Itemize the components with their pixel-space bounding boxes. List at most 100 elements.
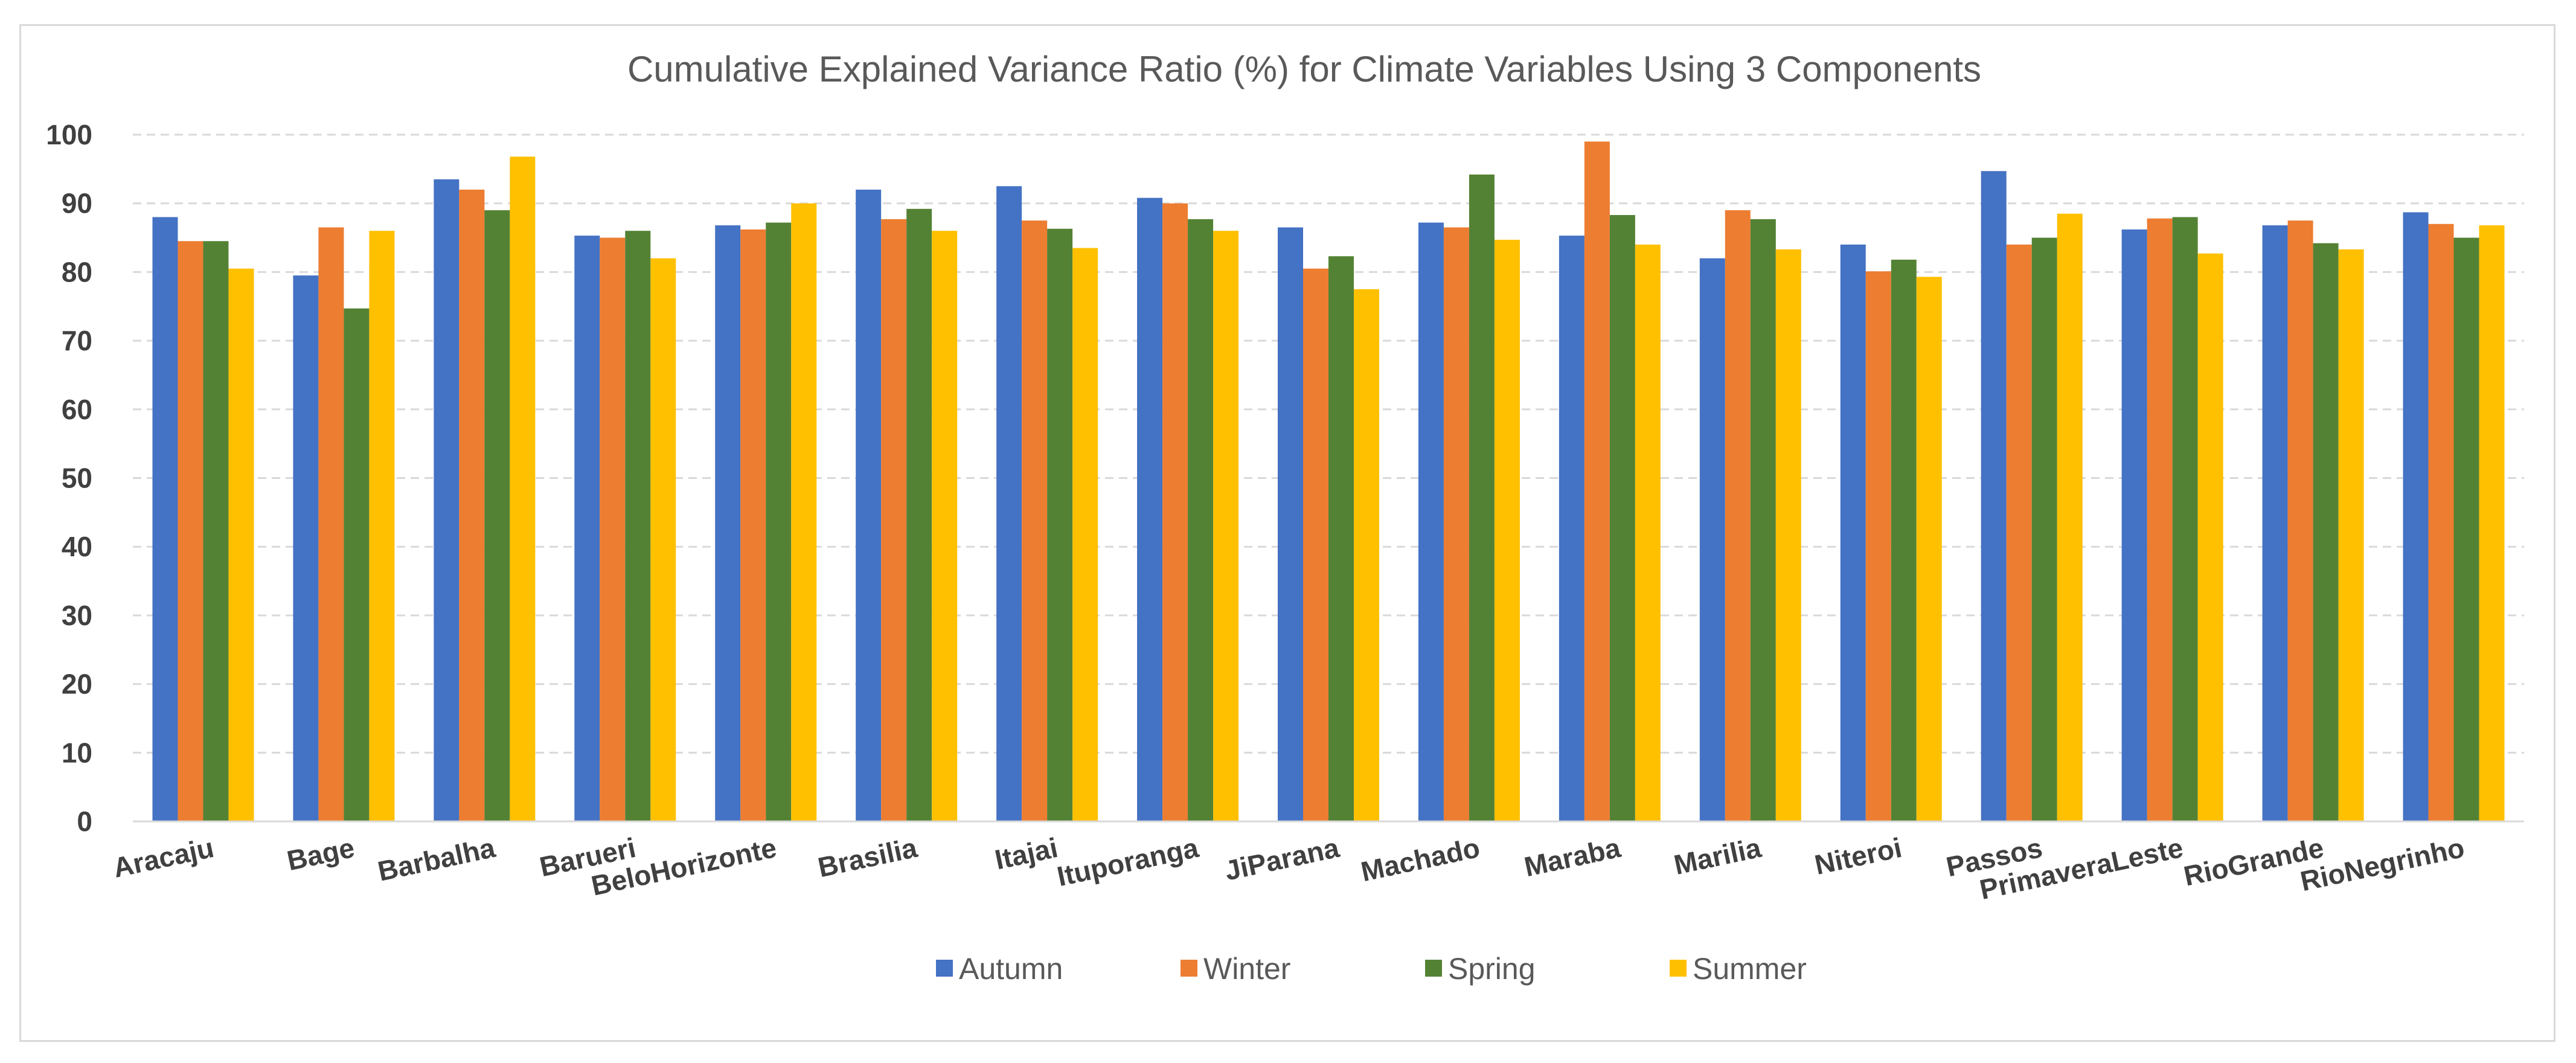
- y-tick-label: 10: [62, 737, 92, 768]
- bar-summer-passos: [2057, 213, 2083, 821]
- bar-winter-belohorizonte: [740, 229, 766, 821]
- bar-summer-jiparana: [1354, 289, 1379, 821]
- bar-spring-marilia: [1750, 219, 1776, 821]
- bar-winter-ituporanga: [1162, 203, 1188, 821]
- legend-swatch: [1425, 960, 1442, 977]
- chart-container: Cumulative Explained Variance Ratio (%) …: [19, 24, 2555, 1042]
- x-tick-label: Aracaju: [111, 832, 217, 884]
- bar-summer-marilia: [1775, 249, 1801, 821]
- x-tick-label: Ituporanga: [1054, 832, 1202, 892]
- bar-summer-ituporanga: [1213, 231, 1239, 821]
- bar-winter-barueri: [600, 237, 626, 821]
- bar-spring-machado: [1469, 174, 1495, 821]
- bar-winter-jiparana: [1303, 268, 1328, 822]
- x-tick-label: Maraba: [1522, 832, 1624, 882]
- bar-spring-maraba: [1609, 215, 1635, 821]
- bar-spring-brasilia: [906, 208, 932, 821]
- bar-autumn-niteroi: [1840, 244, 1866, 821]
- legend-label: Winter: [1203, 952, 1290, 986]
- x-tick-label: Machado: [1358, 832, 1482, 887]
- y-tick-label: 20: [62, 669, 92, 700]
- bar-winter-bage: [318, 227, 344, 821]
- bar-summer-niteroi: [1916, 277, 1942, 821]
- bar-spring-barueri: [625, 231, 651, 821]
- bars: [152, 141, 2505, 822]
- bar-winter-maraba: [1584, 141, 1610, 821]
- x-tick-label: RioNegrinho: [2298, 832, 2467, 897]
- y-tick-label: 90: [62, 188, 92, 219]
- bar-spring-aracaju: [203, 241, 229, 821]
- bar-autumn-ituporanga: [1137, 198, 1163, 821]
- bar-spring-niteroi: [1891, 259, 1917, 822]
- bar-winter-riogrande: [2287, 220, 2313, 821]
- bar-summer-riogrande: [2338, 249, 2364, 821]
- y-axis: 0 10 20 30 40 50 60 70 80 90 100: [46, 119, 92, 837]
- y-tick-label: 60: [62, 394, 92, 425]
- legend-swatch: [1181, 960, 1197, 977]
- bar-summer-barueri: [650, 258, 676, 821]
- bar-autumn-marilia: [1699, 258, 1725, 821]
- x-tick-label: Bage: [284, 832, 357, 876]
- bar-spring-rionegrinho: [2453, 237, 2479, 821]
- bar-autumn-riogrande: [2262, 225, 2288, 822]
- bar-summer-belohorizonte: [791, 203, 817, 821]
- bar-winter-niteroi: [1865, 271, 1891, 821]
- bar-autumn-brasilia: [856, 189, 882, 822]
- bar-autumn-jiparana: [1278, 227, 1303, 821]
- bar-autumn-barueri: [574, 236, 600, 821]
- bar-autumn-machado: [1418, 222, 1444, 821]
- y-tick-label: 100: [46, 119, 92, 150]
- bar-autumn-rionegrinho: [2403, 212, 2429, 822]
- bar-autumn-belohorizonte: [715, 225, 741, 822]
- bar-winter-rionegrinho: [2428, 223, 2454, 821]
- y-tick-label: 0: [77, 806, 92, 837]
- legend-item-spring: Spring: [1425, 952, 1536, 986]
- bar-spring-passos: [2031, 237, 2057, 821]
- y-tick-label: 70: [62, 325, 92, 356]
- legend-swatch: [936, 960, 953, 977]
- chart-svg: Cumulative Explained Variance Ratio (%) …: [46, 49, 2524, 986]
- bar-winter-marilia: [1725, 210, 1751, 821]
- legend-label: Spring: [1448, 952, 1536, 986]
- bar-summer-itajai: [1072, 248, 1098, 822]
- bar-spring-belohorizonte: [766, 222, 792, 821]
- bar-autumn-aracaju: [152, 217, 178, 821]
- legend: Autumn Winter Spring Summer: [936, 952, 1807, 986]
- bar-spring-itajai: [1047, 228, 1073, 821]
- legend-item-winter: Winter: [1181, 952, 1290, 986]
- bar-winter-machado: [1443, 227, 1469, 821]
- y-tick-label: 50: [62, 463, 92, 494]
- bar-summer-primaveraleste: [2197, 253, 2223, 821]
- legend-item-summer: Summer: [1670, 952, 1807, 986]
- chart-title: Cumulative Explained Variance Ratio (%) …: [627, 49, 1981, 89]
- bar-autumn-passos: [1981, 171, 2007, 821]
- x-tick-label: Barbalha: [375, 832, 498, 887]
- bar-winter-itajai: [1022, 220, 1048, 821]
- bar-spring-primaveraleste: [2172, 217, 2198, 821]
- bar-winter-barbalha: [459, 189, 485, 822]
- x-tick-label: Itajai: [992, 832, 1060, 876]
- y-tick-label: 40: [62, 531, 92, 562]
- x-tick-label: JiParana: [1222, 832, 1342, 887]
- bar-winter-brasilia: [881, 219, 907, 821]
- bar-spring-jiparana: [1328, 256, 1354, 821]
- x-tick-label: Niteroi: [1812, 832, 1905, 881]
- bar-summer-aracaju: [228, 268, 254, 822]
- bar-autumn-barbalha: [434, 179, 460, 821]
- bar-winter-passos: [2006, 244, 2032, 821]
- bar-summer-maraba: [1635, 244, 1661, 821]
- bar-summer-machado: [1494, 239, 1520, 821]
- bar-spring-riogrande: [2313, 243, 2339, 821]
- bar-spring-barbalha: [484, 210, 510, 821]
- y-tick-label: 30: [62, 600, 92, 631]
- bar-summer-bage: [369, 231, 395, 821]
- y-tick-label: 80: [62, 256, 92, 287]
- legend-item-autumn: Autumn: [936, 952, 1063, 986]
- legend-label: Summer: [1693, 952, 1807, 986]
- bar-autumn-primaveraleste: [2121, 229, 2147, 821]
- bar-summer-rionegrinho: [2479, 225, 2505, 822]
- bar-summer-brasilia: [932, 231, 958, 821]
- legend-swatch: [1670, 960, 1687, 977]
- bar-autumn-maraba: [1559, 236, 1584, 821]
